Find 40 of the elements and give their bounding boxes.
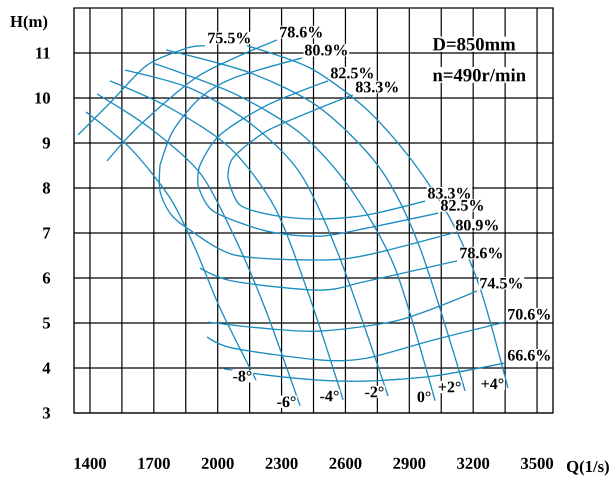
series-label: 78.6% xyxy=(460,248,502,259)
series-label: 66.6% xyxy=(508,350,550,361)
series-label: 80.9% xyxy=(304,44,347,56)
series-label: +4° xyxy=(481,378,504,390)
y-tick-label: 5 xyxy=(42,317,50,329)
series-label: +2° xyxy=(438,382,461,392)
x-tick-label: 2000 xyxy=(202,458,234,469)
x-tick-label: 2900 xyxy=(393,458,426,469)
annotation: D=850mm xyxy=(432,38,516,51)
series-label: 83.3% xyxy=(428,188,470,199)
x-tick-label: 2600 xyxy=(329,458,362,469)
y-tick-label: 11 xyxy=(36,48,50,59)
series-label: 83.3% xyxy=(356,82,398,92)
y-tick-label: 9 xyxy=(42,137,50,149)
x-axis-title: Q(1/s) xyxy=(566,460,609,476)
y-tick-label: 8 xyxy=(42,182,50,194)
annotation: n=490r/min xyxy=(432,68,526,82)
series-label: 74.5% xyxy=(480,278,522,289)
series-label: 70.6% xyxy=(508,308,550,320)
x-tick-label: 3500 xyxy=(521,458,554,469)
y-tick-label: 7 xyxy=(43,228,50,238)
y-tick-label: 4 xyxy=(42,362,50,374)
y-tick-label: 10 xyxy=(35,92,50,104)
series-label: 78.6% xyxy=(280,26,322,38)
x-tick-label: 1400 xyxy=(74,458,106,469)
x-tick-label: 3200 xyxy=(457,458,490,469)
series-label: -8° xyxy=(233,370,252,382)
x-tick-label: 1700 xyxy=(138,458,170,469)
series-label: -6° xyxy=(277,396,296,408)
series-label: -2° xyxy=(365,386,384,398)
series-label: 82.5% xyxy=(440,200,483,211)
series-label: 82.5% xyxy=(330,68,373,79)
y-tick-label: 6 xyxy=(42,272,50,284)
series-label: 75.5% xyxy=(208,32,250,44)
y-tick-label: 3 xyxy=(42,407,50,419)
series-label: -4° xyxy=(320,390,339,402)
y-axis-title: H(m) xyxy=(10,15,48,30)
series-label: 80.9% xyxy=(456,220,498,231)
x-tick-label: 2300 xyxy=(266,458,298,469)
series-label: 0° xyxy=(418,391,431,402)
